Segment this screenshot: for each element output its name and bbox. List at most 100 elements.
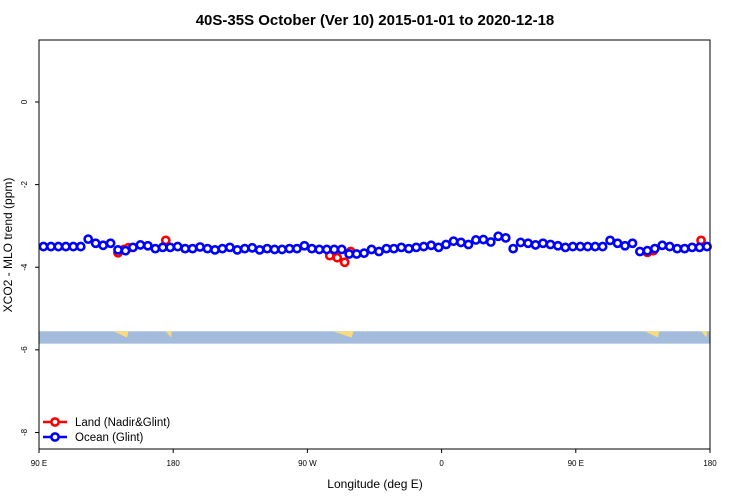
series-1-point-2 [53, 241, 64, 252]
series-1-point-41 [344, 249, 355, 259]
series-1-point-19 [180, 243, 191, 254]
ocean-band [39, 331, 710, 344]
series-1-point-76 [605, 235, 615, 246]
chart-title: 40S-35S October (Ver 10) 2015-01-01 to 2… [196, 12, 555, 29]
y-tick-label-1: -2 [20, 180, 29, 188]
series-1-point-65 [523, 238, 533, 249]
series-1-point-69 [553, 240, 563, 251]
series-1-point-80 [635, 246, 645, 257]
series-1-point-22 [202, 243, 213, 254]
y-axis: 0 -2 -4 -6 -8 [20, 99, 39, 436]
series-1-point-87 [687, 242, 698, 253]
series-1-point-34 [292, 243, 302, 254]
series-layer [38, 231, 712, 268]
series-1-point-30 [262, 243, 273, 254]
series-1-point-13 [135, 240, 146, 250]
x-tick-label-2: 90 W [298, 459, 317, 468]
series-1-point-10 [113, 244, 123, 255]
series-1-point-83 [657, 240, 668, 251]
series-1-point-68 [545, 239, 556, 250]
legend-label-1: Ocean (Glint) [75, 432, 144, 444]
legend-marker-0 [50, 417, 60, 427]
y-axis-label: XCO2 - MLO trend (ppm) [1, 178, 15, 313]
series-1-point-49 [403, 243, 414, 254]
series-1-point-57 [463, 239, 474, 250]
map-strip [39, 331, 710, 344]
series-1-point-9 [105, 238, 116, 249]
series-1-point-28 [247, 242, 258, 253]
series-1-point-45 [374, 246, 384, 257]
series-1-point-86 [679, 243, 690, 254]
series-1-point-39 [329, 244, 340, 255]
series-1-point-27 [239, 243, 250, 254]
y-tick-label-2: -4 [20, 263, 29, 271]
series-1-point-44 [366, 244, 377, 255]
series-1-point-38 [321, 244, 332, 255]
series-1-point-78 [620, 240, 630, 251]
land-segment-4 [701, 331, 708, 338]
series-1-point-73 [582, 241, 593, 252]
series-1-point-54 [441, 239, 451, 250]
series-1-point-59 [478, 234, 489, 245]
x-tick-label-4: 90 E [568, 459, 584, 468]
series-1-point-48 [396, 242, 407, 253]
series-1-point-11 [120, 245, 131, 256]
series-1-point-74 [590, 241, 601, 252]
series-1-point-21 [195, 242, 205, 252]
series-1-point-1 [46, 241, 56, 252]
series-0-point-6 [339, 257, 350, 268]
series-1-point-60 [485, 237, 496, 247]
series-1-point-85 [672, 243, 683, 254]
series-1-point-82 [649, 243, 660, 254]
series-1-point-56 [456, 237, 466, 248]
series-1-point-58 [470, 235, 481, 245]
land-segment-3 [644, 331, 660, 338]
series-0-point-5 [332, 252, 343, 263]
x-tick-label-3: 0 [439, 459, 444, 468]
x-axis-label: Longitude (deg E) [327, 477, 422, 491]
x-tick-label-0: 90 E [31, 459, 47, 468]
series-1-point-18 [172, 241, 183, 252]
legend-label-0: Land (Nadir&Glint) [75, 417, 170, 429]
plot-frame [38, 39, 711, 450]
series-1-point-61 [493, 231, 504, 242]
series-1-point-51 [418, 241, 429, 252]
series-1-point-32 [277, 244, 287, 255]
series-1-point-89 [702, 241, 712, 252]
series-1-point-43 [359, 248, 369, 259]
series-1-point-35 [299, 240, 310, 251]
series-1-point-53 [433, 242, 444, 253]
series-1-point-12 [128, 242, 138, 253]
series-1-point-5 [75, 241, 86, 252]
series-1-point-20 [187, 243, 198, 254]
land-segment-0 [113, 331, 129, 338]
series-1-point-55 [448, 236, 459, 247]
series-1-point-40 [336, 244, 347, 255]
legend-marker-1 [50, 432, 60, 442]
series-1-point-75 [597, 241, 608, 252]
series-1-point-29 [254, 244, 265, 255]
series-1-point-23 [210, 244, 220, 255]
series-1-point-46 [381, 243, 392, 254]
series-1-point-15 [150, 243, 161, 254]
y-tick-label-0: 0 [20, 99, 29, 104]
series-1-point-24 [217, 243, 228, 254]
series-1-point-71 [567, 241, 578, 252]
series-1-point-63 [508, 243, 519, 254]
y-tick-label-4: -8 [20, 428, 29, 436]
x-tick-label-1: 180 [167, 459, 181, 468]
series-1-point-52 [426, 240, 437, 251]
series-1 [38, 231, 712, 259]
series-1-point-72 [575, 241, 586, 252]
series-1-point-8 [98, 240, 109, 251]
series-1-point-33 [284, 243, 295, 254]
series-1-point-84 [664, 241, 675, 252]
series-1-point-88 [694, 242, 705, 253]
series-1-point-16 [157, 242, 168, 253]
series-1-point-50 [411, 242, 422, 253]
x-axis: 90 E 180 90 W 0 90 E 180 [31, 449, 717, 468]
series-1-point-81 [642, 245, 653, 256]
series-1-point-70 [560, 242, 571, 253]
y-tick-label-3: -6 [20, 346, 29, 354]
